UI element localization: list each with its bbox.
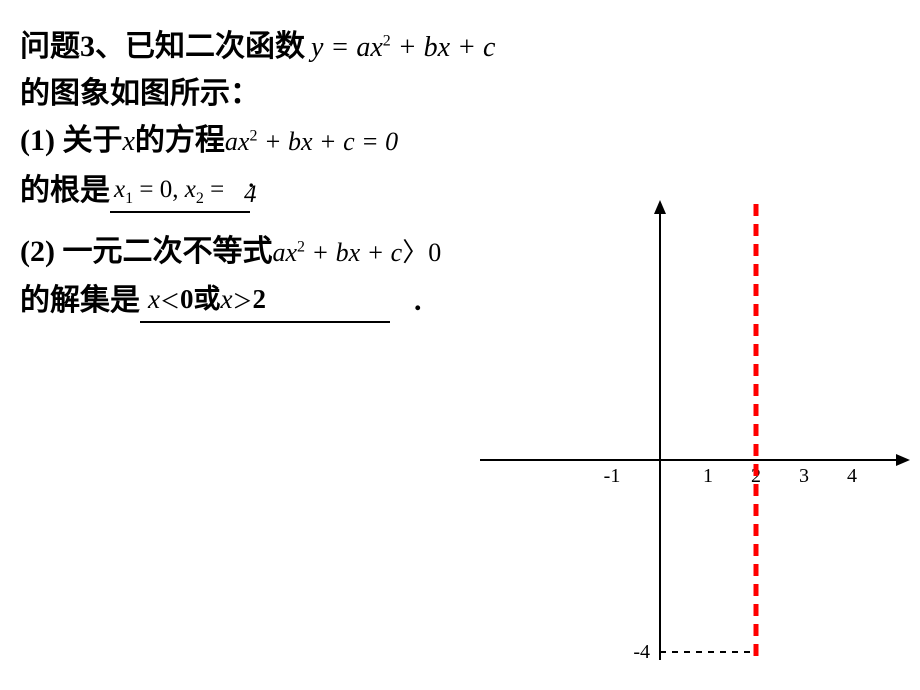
svg-text:1: 1: [703, 465, 713, 487]
line-3: (1) 关于 x 的方程 ax2 + bx + c = 0: [20, 118, 900, 163]
svg-text:4: 4: [847, 465, 857, 487]
svg-text:-4: -4: [633, 641, 650, 660]
var-x: x: [122, 121, 134, 163]
eq-q1: ax2 + bx + c = 0: [225, 122, 398, 161]
answer-2: x＜0或x＞2: [148, 284, 266, 314]
eq-q2: ax2 + bx + c〉0: [272, 233, 441, 272]
answer-1: x1 = 0, x2 =: [114, 176, 224, 203]
coordinate-chart: -11234-4: [480, 200, 910, 660]
eq-y: y = ax2 + bx + c: [311, 27, 495, 69]
answer-1-blank: x1 = 0, x2 = .: [110, 165, 250, 213]
line1-pre: 问题3、已知二次函数: [20, 24, 305, 69]
line-2: 的图象如图所示：: [20, 71, 900, 116]
svg-text:-1: -1: [604, 465, 621, 487]
chart-svg: -11234-4: [480, 200, 910, 660]
svg-text:3: 3: [799, 465, 809, 487]
answer-2-blank: x＜0或x＞2: [140, 276, 390, 323]
line-1: 问题3、已知二次函数 y = ax2 + bx + c: [20, 24, 900, 69]
